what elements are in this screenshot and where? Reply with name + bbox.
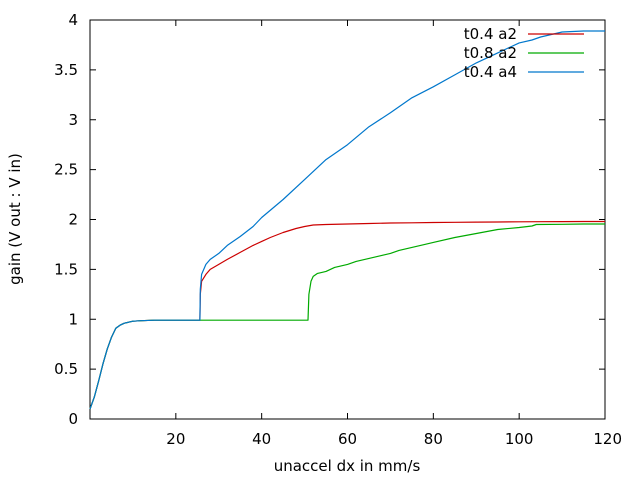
x-tick-label: 100 [505,430,534,448]
legend-label-2: t0.8 a2 [464,44,517,62]
x-tick-label: 60 [338,430,357,448]
x-axis-label: unaccel dx in mm/s [274,457,421,475]
y-tick-label: 0 [68,410,78,428]
y-axis-label: gain (V out : V in) [6,153,24,285]
x-tick-label: 120 [593,430,622,448]
x-tick-label: 20 [166,430,185,448]
y-tick-label: 4 [68,11,78,29]
y-tick-label: 3 [68,111,78,129]
y-tick-label: 0.5 [54,360,78,378]
y-tick-label: 1.5 [54,260,78,278]
y-ticks: 0 0.5 1 1.5 2 2.5 3 3.5 4 [54,11,605,428]
x-tick-label: 80 [424,430,443,448]
plot-frame [89,19,606,420]
series-line-2 [89,223,605,410]
y-tick-label: 2 [68,211,78,229]
y-tick-label: 3.5 [54,61,78,79]
x-tick-label: 40 [252,430,271,448]
y-tick-label: 1 [68,310,78,328]
legend-label-3: t0.4 a4 [464,63,517,81]
series-lines [89,30,605,410]
y-tick-label: 2.5 [54,161,78,179]
legend-label-1: t0.4 a2 [464,25,517,43]
x-ticks: 20 40 60 80 100 120 [166,20,622,448]
series-line-1 [89,220,605,410]
series-line-3 [89,30,605,410]
